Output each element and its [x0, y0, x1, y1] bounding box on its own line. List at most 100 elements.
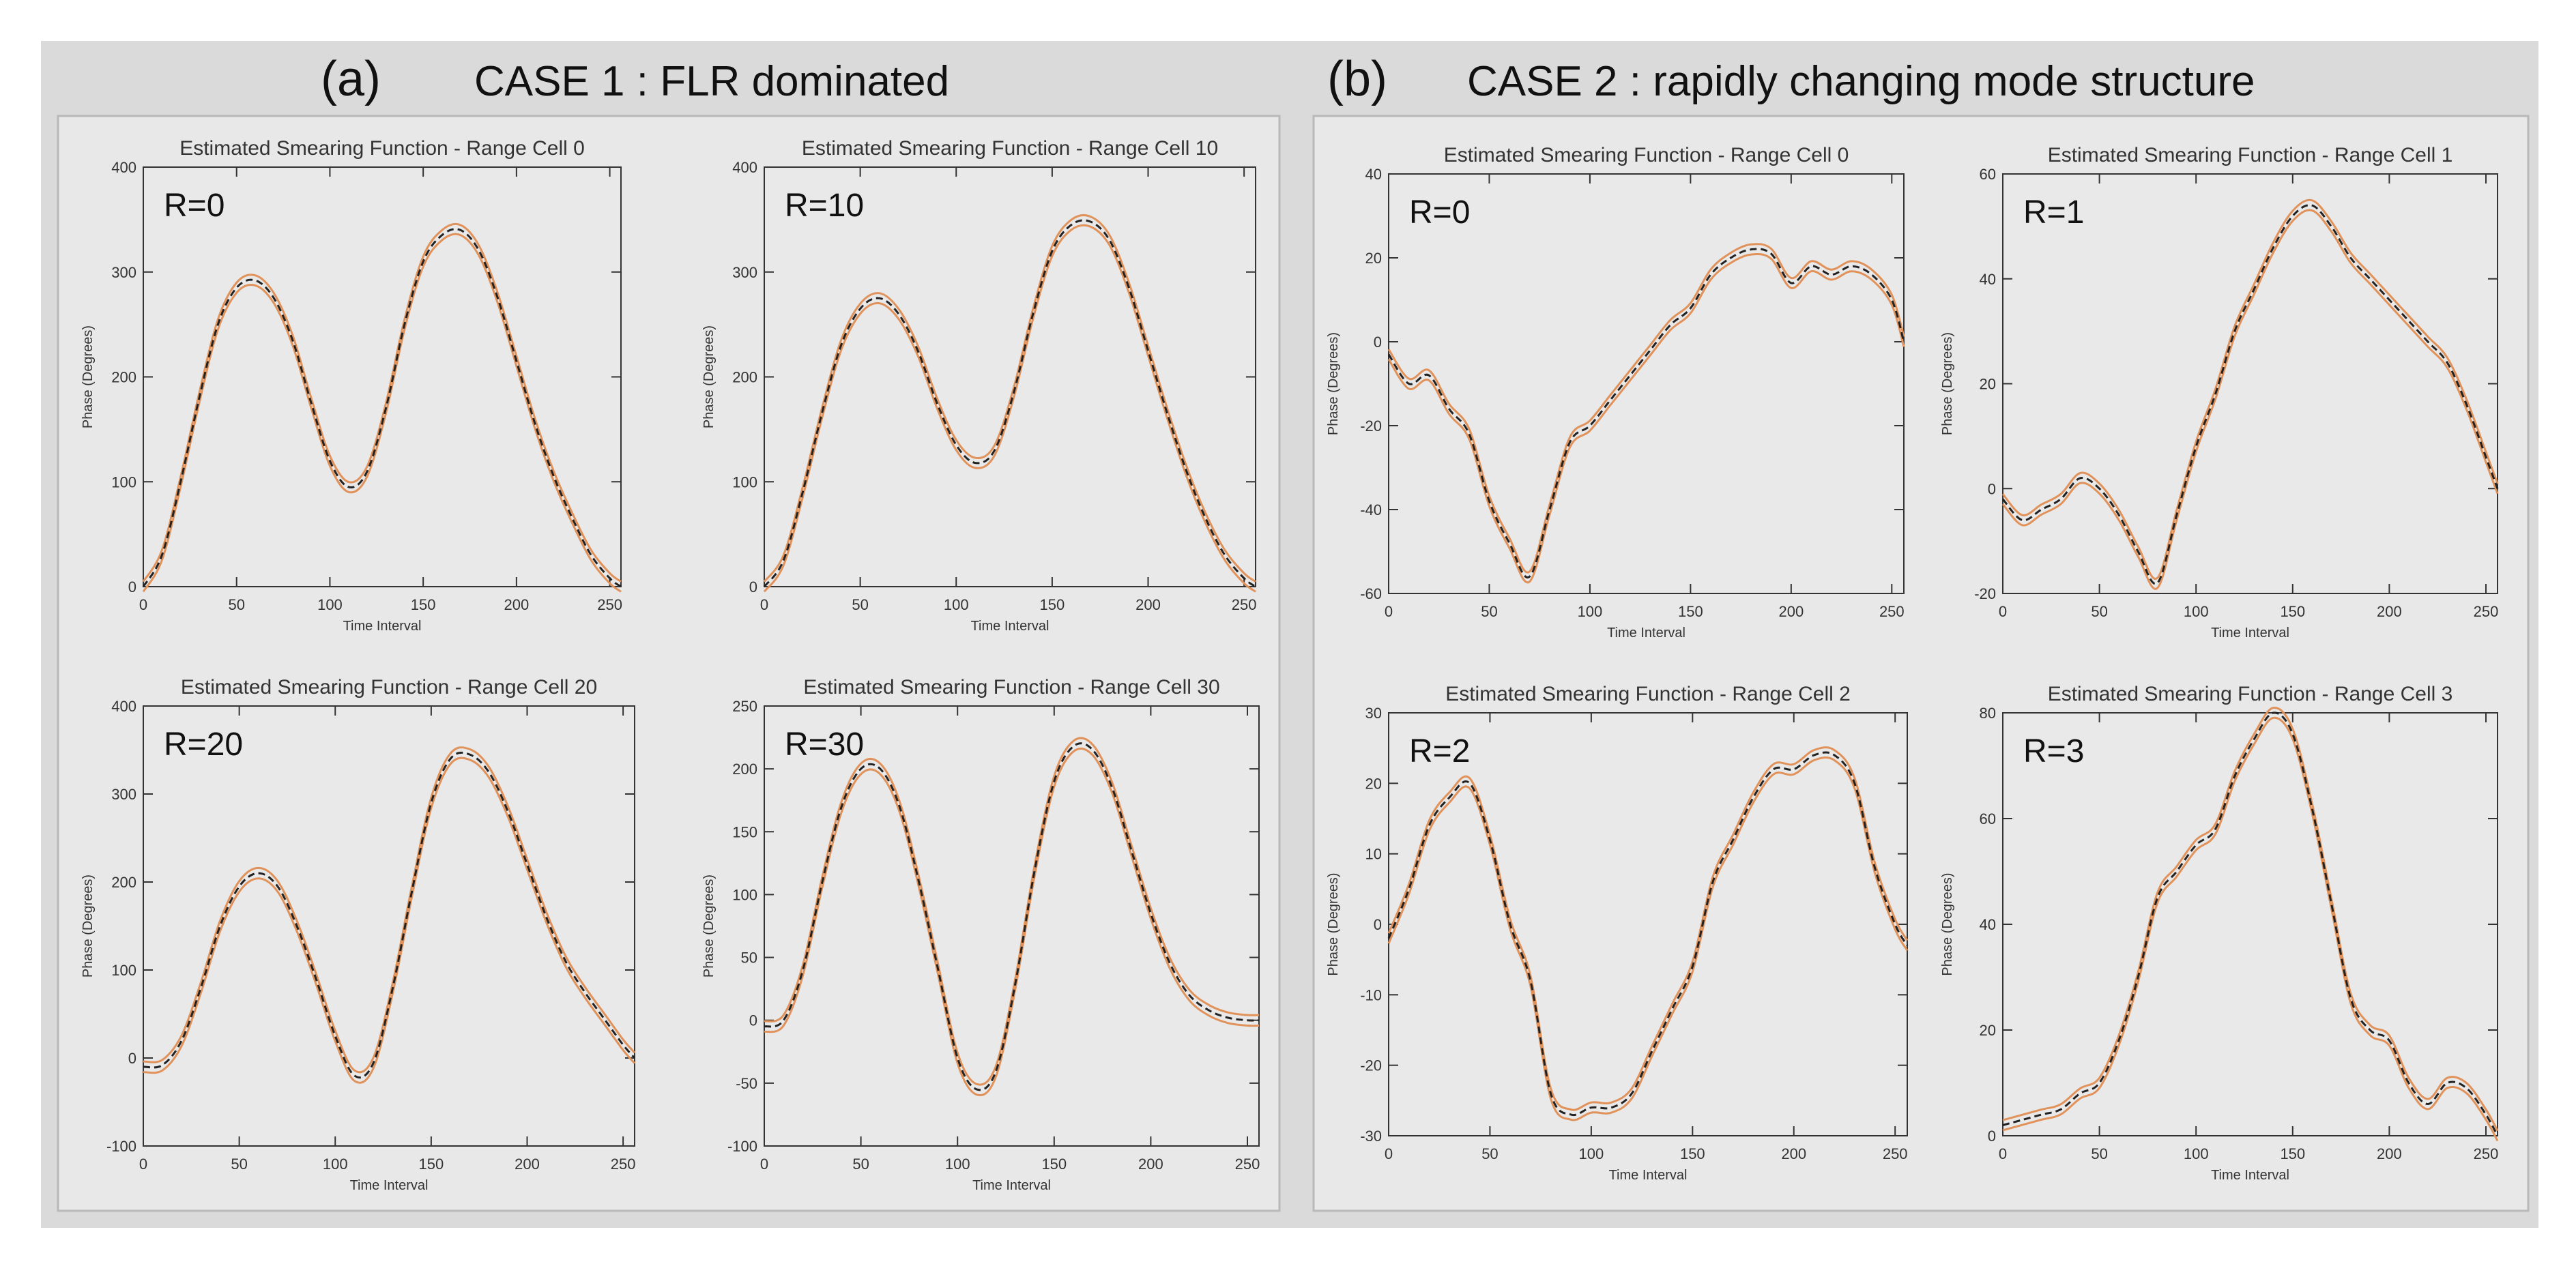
- x-tick-label: 200: [1781, 1145, 1806, 1162]
- x-tick-label: 200: [2377, 603, 2402, 620]
- y-tick-label: -50: [736, 1075, 757, 1092]
- series-estimate-lower: [142, 233, 622, 593]
- x-tick-label: 150: [411, 596, 436, 613]
- subplot-3: Estimated Smearing Function - Range Cell…: [81, 676, 635, 1193]
- y-tick-label: -20: [1974, 585, 1996, 602]
- range-annotation: R=3: [2023, 733, 2084, 769]
- x-axis-label: Time Interval: [971, 619, 1050, 634]
- y-tick-label: 200: [111, 369, 136, 386]
- series-estimate-lower: [143, 756, 636, 1084]
- y-tick-label: 50: [741, 950, 757, 967]
- y-axis-label: Phase (Degrees): [701, 325, 717, 428]
- x-tick-label: 100: [2184, 603, 2209, 620]
- y-tick-label: 40: [1365, 166, 1382, 183]
- y-tick-label: 300: [732, 264, 757, 281]
- x-tick-label: 100: [944, 596, 969, 613]
- y-tick-label: 100: [111, 473, 136, 490]
- y-tick-label: 0: [1374, 334, 1382, 351]
- y-axis-label: Phase (Degrees): [701, 874, 717, 978]
- x-tick-label: 0: [760, 1156, 768, 1173]
- y-tick-label: 20: [1365, 250, 1382, 267]
- x-tick-label: 50: [2091, 1145, 2107, 1162]
- header-b-text: CASE 2 : rapidly changing mode structure: [1467, 58, 2255, 105]
- plot-area: [2002, 712, 2498, 1136]
- y-tick-label: -100: [106, 1138, 136, 1155]
- x-tick-label: 0: [1999, 603, 2007, 620]
- series-truth-line: [142, 228, 622, 588]
- y-tick-label: -10: [1360, 986, 1382, 1003]
- y-tick-label: 250: [732, 698, 757, 715]
- y-tick-label: 20: [1980, 1022, 1996, 1039]
- x-tick-label: 50: [852, 596, 868, 613]
- subplot-8: Estimated Smearing Function - Range Cell…: [1940, 683, 2498, 1183]
- series-truth-line: [1387, 248, 1905, 578]
- x-tick-label: 200: [504, 596, 530, 613]
- y-tick-label: -20: [1360, 417, 1382, 435]
- series-estimate-lower: [2001, 209, 2499, 590]
- y-tick-label: 300: [111, 264, 136, 281]
- x-tick-label: 50: [2091, 603, 2107, 620]
- x-tick-label: 0: [139, 1156, 147, 1173]
- x-tick-label: 250: [1232, 596, 1257, 613]
- series-estimate-upper: [143, 746, 636, 1074]
- y-tick-label: 200: [732, 761, 757, 778]
- x-axis-label: Time Interval: [343, 619, 422, 634]
- range-annotation: R=0: [1409, 194, 1470, 231]
- x-tick-label: 0: [1999, 1145, 2007, 1162]
- y-tick-label: 0: [749, 578, 757, 596]
- x-tick-label: 0: [1385, 1145, 1393, 1162]
- series-estimate-lower: [763, 224, 1256, 593]
- x-tick-label: 250: [1879, 603, 1905, 620]
- y-tick-label: 400: [111, 698, 136, 715]
- x-tick-label: 0: [139, 596, 147, 613]
- y-tick-label: 200: [111, 874, 136, 891]
- x-tick-label: 250: [611, 1156, 636, 1173]
- y-tick-label: 0: [1988, 1128, 1996, 1145]
- plot-area: [764, 705, 1260, 1147]
- series-truth-line: [764, 742, 1260, 1091]
- x-tick-label: 250: [1883, 1145, 1908, 1162]
- y-tick-label: 20: [1980, 376, 1996, 393]
- y-tick-label: 20: [1365, 775, 1382, 792]
- plot-area: [2002, 173, 2498, 594]
- series-estimate-upper: [142, 222, 622, 583]
- series-truth-line: [143, 751, 636, 1079]
- x-axis-label: Time Interval: [2211, 1168, 2289, 1183]
- x-tick-label: 200: [1135, 596, 1161, 613]
- y-tick-label: 400: [111, 159, 136, 176]
- y-axis-label: Phase (Degrees): [1940, 332, 1955, 435]
- x-axis-label: Time Interval: [972, 1178, 1051, 1193]
- header-a-text: CASE 1 : FLR dominated: [474, 58, 949, 105]
- y-axis-label: Phase (Degrees): [81, 325, 96, 428]
- x-tick-label: 150: [1040, 596, 1065, 613]
- subplot-title: Estimated Smearing Function - Range Cell…: [1445, 683, 1851, 705]
- x-tick-label: 0: [760, 596, 768, 613]
- x-tick-label: 50: [852, 1156, 869, 1173]
- series-estimate-upper: [764, 737, 1260, 1086]
- y-tick-label: 40: [1980, 271, 1996, 288]
- y-tick-label: 40: [1980, 916, 1996, 933]
- y-tick-label: 100: [732, 886, 757, 903]
- y-tick-label: 0: [128, 1050, 136, 1067]
- y-tick-label: 0: [128, 578, 136, 596]
- subplot-title: Estimated Smearing Function - Range Cell…: [2048, 144, 2453, 166]
- series-truth-line: [2002, 711, 2499, 1136]
- y-axis-label: Phase (Degrees): [1940, 872, 1955, 975]
- series-truth-line: [2001, 204, 2499, 585]
- x-tick-label: 100: [317, 596, 343, 613]
- series-truth-line: [1387, 751, 1909, 1117]
- subplot-title: Estimated Smearing Function - Range Cell…: [803, 676, 1219, 699]
- subplot-5: Estimated Smearing Function - Range Cell…: [1326, 144, 1905, 641]
- y-tick-label: 80: [1980, 705, 1996, 722]
- y-tick-label: -20: [1360, 1057, 1382, 1074]
- subplot-6: Estimated Smearing Function - Range Cell…: [1940, 144, 2499, 641]
- y-tick-label: 150: [732, 823, 757, 840]
- y-tick-label: -30: [1360, 1128, 1382, 1145]
- y-tick-label: 100: [732, 473, 757, 490]
- y-tick-label: 60: [1980, 810, 1996, 827]
- y-tick-label: 30: [1365, 705, 1382, 722]
- y-tick-label: 400: [732, 159, 757, 176]
- x-tick-label: 50: [1481, 1145, 1498, 1162]
- subplot-title: Estimated Smearing Function - Range Cell…: [2048, 683, 2453, 705]
- y-axis-label: Phase (Degrees): [81, 874, 96, 978]
